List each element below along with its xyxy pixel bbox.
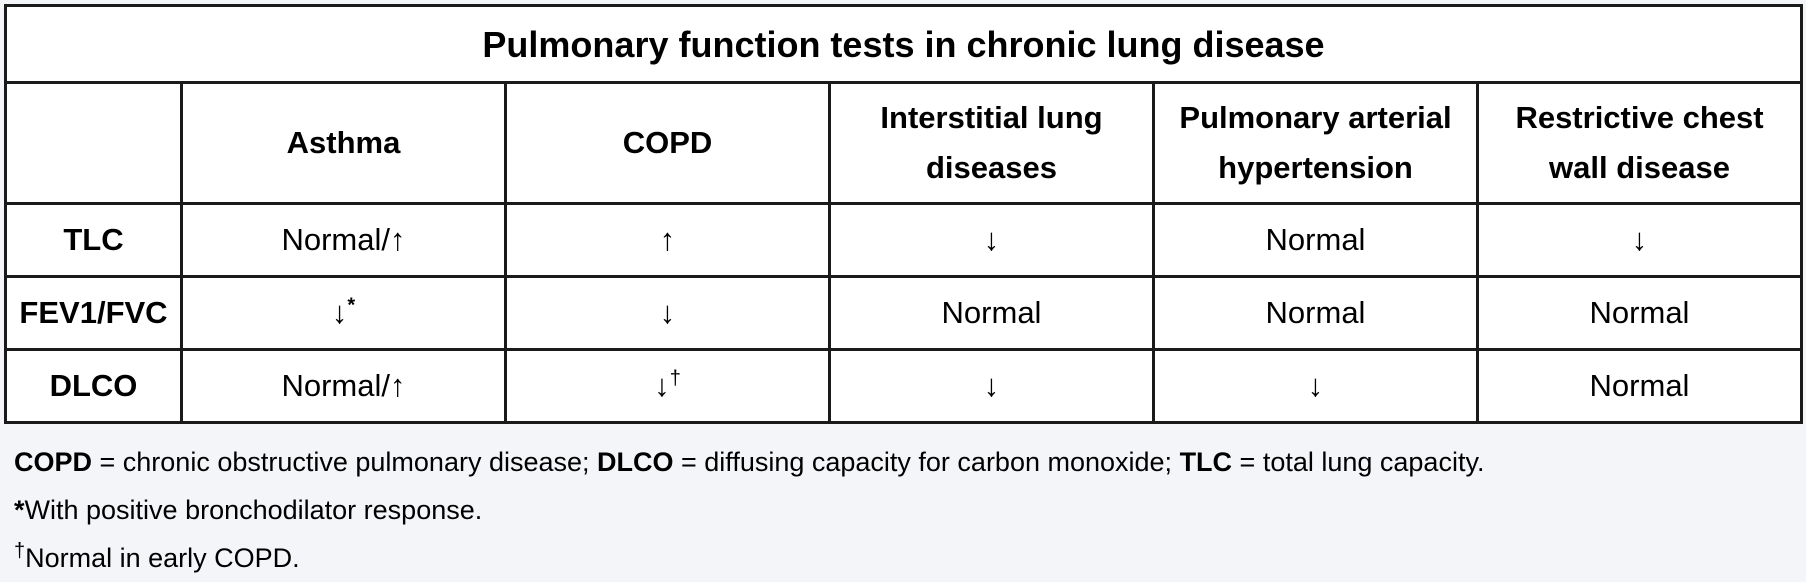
abbrev-copd: COPD [14, 447, 93, 477]
dagger-symbol: † [14, 540, 26, 562]
abbrev-tlc-def: = total lung capacity. [1232, 447, 1485, 477]
footnotes: COPD = chronic obstructive pulmonary dis… [14, 438, 1484, 582]
column-header-pah: Pulmonary arterial hypertension [1152, 81, 1479, 205]
column-header-asthma: Asthma [180, 81, 507, 205]
row-label: DLCO [4, 348, 183, 424]
footnote-asterisk: *With positive bronchodilator response. [14, 486, 1484, 534]
dagger-text: Normal in early COPD. [25, 543, 300, 573]
table-cell: Normal/↑ [180, 202, 507, 278]
table-cell: Normal [1152, 202, 1479, 278]
table-row-fev1-fvc: FEV1/FVC ↓* ↓ Normal Normal Normal [4, 275, 1803, 351]
table-cell: ↓* [180, 275, 507, 351]
table-cell: ↓ [828, 348, 1155, 424]
abbrev-tlc: TLC [1179, 447, 1233, 477]
table-row-dlco: DLCO Normal/↑ ↓† ↓ ↓ Normal [4, 348, 1803, 424]
asterisk-mark: * [347, 294, 356, 317]
header-corner [4, 81, 183, 205]
row-label: FEV1/FVC [4, 275, 183, 351]
title-row: Pulmonary function tests in chronic lung… [4, 4, 1803, 84]
pft-table: Pulmonary function tests in chronic lung… [4, 4, 1803, 424]
asterisk-symbol: * [14, 495, 25, 525]
dagger-mark: † [669, 367, 681, 390]
column-header-interstitial: Interstitial lung diseases [828, 81, 1155, 205]
footnote-abbreviations: COPD = chronic obstructive pulmonary dis… [14, 438, 1484, 486]
table-cell: Normal [1152, 275, 1479, 351]
column-header-copd: COPD [504, 81, 831, 205]
header-row: Asthma COPD Interstitial lung diseases P… [4, 81, 1803, 205]
column-header-restrictive: Restrictive chest wall disease [1476, 81, 1803, 205]
row-label: TLC [4, 202, 183, 278]
table-cell: ↓† [504, 348, 831, 424]
table-cell: Normal/↑ [180, 348, 507, 424]
abbrev-copd-def: = chronic obstructive pulmonary disease; [92, 447, 598, 477]
abbrev-dlco: DLCO [597, 447, 674, 477]
table-cell: ↓ [1476, 202, 1803, 278]
table-row-tlc: TLC Normal/↑ ↑ ↓ Normal ↓ [4, 202, 1803, 278]
table-cell: ↓ [828, 202, 1155, 278]
table-cell: ↓ [504, 275, 831, 351]
table-cell: Normal [828, 275, 1155, 351]
abbrev-dlco-def: = diffusing capacity for carbon monoxide… [673, 447, 1180, 477]
table-title: Pulmonary function tests in chronic lung… [4, 4, 1803, 84]
footnote-dagger: †Normal in early COPD. [14, 534, 1484, 582]
asterisk-text: With positive bronchodilator response. [24, 495, 483, 525]
table-cell: Normal [1476, 275, 1803, 351]
pft-table-container: Pulmonary function tests in chronic lung… [4, 4, 1803, 424]
table-cell: Normal [1476, 348, 1803, 424]
table-cell: ↑ [504, 202, 831, 278]
table-cell: ↓ [1152, 348, 1479, 424]
